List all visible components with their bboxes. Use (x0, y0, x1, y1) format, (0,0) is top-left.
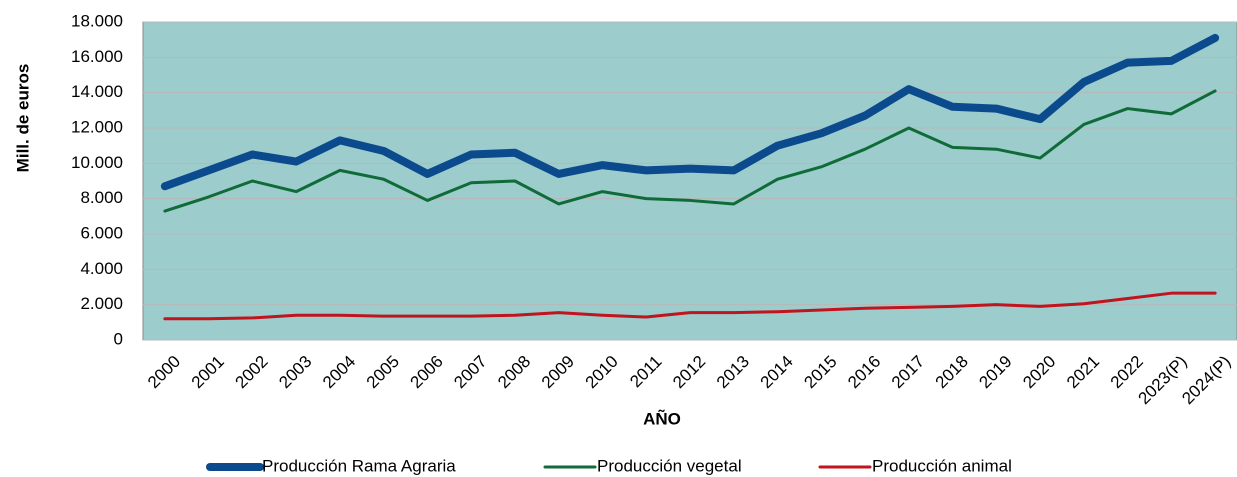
series-line (160, 33, 1220, 191)
x-tick-label: 2004 (319, 352, 359, 392)
x-tick-label: 2012 (669, 352, 709, 392)
x-tick-label: 2018 (932, 352, 972, 392)
x-tick-label: 2003 (275, 352, 315, 392)
y-tick-label: 12.000 (71, 117, 123, 136)
x-tick-label: 2013 (713, 352, 753, 392)
x-tick-label: 2000 (144, 352, 184, 392)
y-tick-label: 4.000 (80, 259, 123, 278)
x-tick-label: 2002 (232, 352, 272, 392)
x-tick-label: 2008 (494, 352, 534, 392)
y-tick-label: 14.000 (71, 82, 123, 101)
y-tick-label: 6.000 (80, 223, 123, 242)
x-axis-label: AÑO (643, 408, 681, 428)
y-tick-label: 10.000 (71, 153, 123, 172)
y-tick-label: 8.000 (80, 188, 123, 207)
x-tick-label: 2019 (975, 352, 1015, 392)
x-tick-label: 2017 (888, 352, 928, 392)
x-tick-label: 2009 (538, 352, 578, 392)
x-tick-label: 2024(P) (1178, 352, 1234, 408)
x-tick-label: 2007 (450, 352, 490, 392)
y-tick-label: 16.000 (71, 47, 123, 66)
x-tick-label: 2001 (188, 352, 228, 392)
x-tick-label: 2010 (582, 352, 622, 392)
y-tick-label: 18.000 (71, 11, 123, 30)
y-tick-label: 0 (114, 329, 123, 348)
series-line (163, 291, 1217, 321)
legend-label: Producción Rama Agraria (262, 456, 456, 475)
legend-label: Producción vegetal (597, 456, 742, 475)
x-tick-label: 2005 (363, 352, 403, 392)
x-tick-label: 2020 (1019, 352, 1059, 392)
x-tick-label: 2006 (407, 352, 447, 392)
x-tick-label: 2022 (1107, 352, 1147, 392)
legend-label: Producción animal (872, 456, 1012, 475)
x-tick-label: 2015 (800, 352, 840, 392)
x-tick-label: 2021 (1063, 352, 1103, 392)
series-line (163, 89, 1217, 213)
y-axis-label: Mill. de euros (13, 64, 32, 173)
x-tick-label: 2016 (844, 352, 884, 392)
y-tick-label: 2.000 (80, 294, 123, 313)
x-tick-label: 2011 (626, 352, 665, 391)
plot-area (142, 21, 1237, 341)
x-tick-label: 2014 (757, 352, 797, 392)
